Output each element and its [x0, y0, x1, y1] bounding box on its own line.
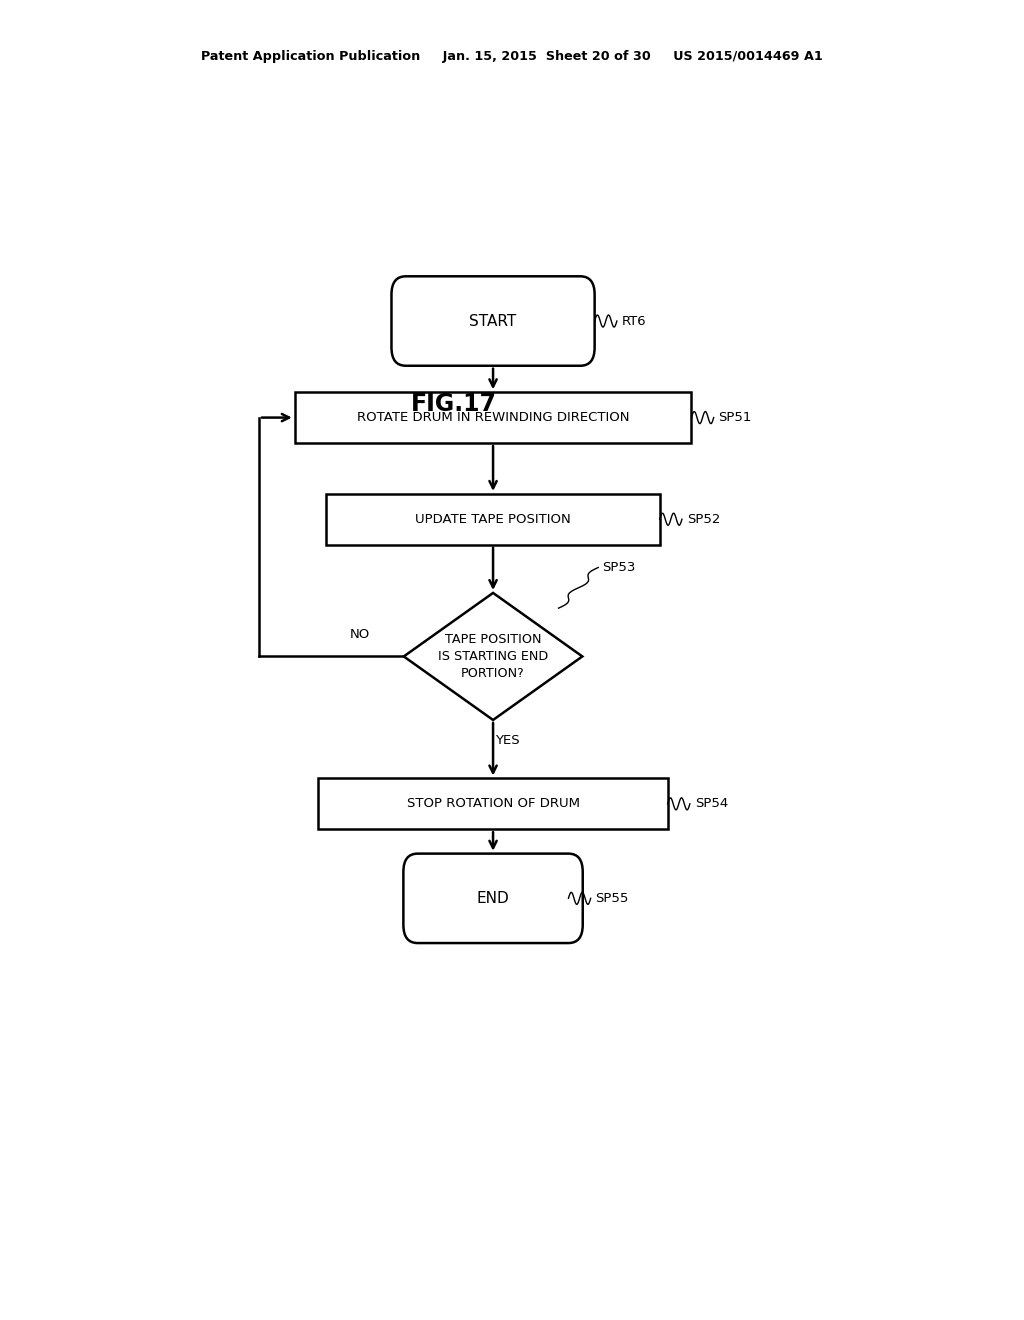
Text: STOP ROTATION OF DRUM: STOP ROTATION OF DRUM — [407, 797, 580, 810]
Text: NO: NO — [350, 627, 371, 640]
Text: SP55: SP55 — [595, 892, 629, 904]
Text: SP53: SP53 — [602, 561, 636, 574]
Text: RT6: RT6 — [622, 314, 646, 327]
Text: SP51: SP51 — [719, 411, 752, 424]
Text: ROTATE DRUM IN REWINDING DIRECTION: ROTATE DRUM IN REWINDING DIRECTION — [356, 411, 630, 424]
Bar — [295, 392, 691, 444]
Text: SP52: SP52 — [687, 512, 720, 525]
Text: Patent Application Publication     Jan. 15, 2015  Sheet 20 of 30     US 2015/001: Patent Application Publication Jan. 15, … — [201, 50, 823, 63]
Text: FIG.17: FIG.17 — [411, 392, 497, 416]
FancyBboxPatch shape — [403, 854, 583, 942]
Text: SP54: SP54 — [694, 797, 728, 810]
Text: YES: YES — [495, 734, 519, 747]
Text: END: END — [477, 891, 509, 906]
Polygon shape — [403, 593, 583, 719]
Text: TAPE POSITION
IS STARTING END
PORTION?: TAPE POSITION IS STARTING END PORTION? — [438, 632, 548, 680]
FancyBboxPatch shape — [391, 276, 595, 366]
Text: UPDATE TAPE POSITION: UPDATE TAPE POSITION — [415, 512, 571, 525]
Bar — [318, 779, 668, 829]
Bar — [327, 494, 659, 545]
Text: START: START — [469, 314, 517, 329]
